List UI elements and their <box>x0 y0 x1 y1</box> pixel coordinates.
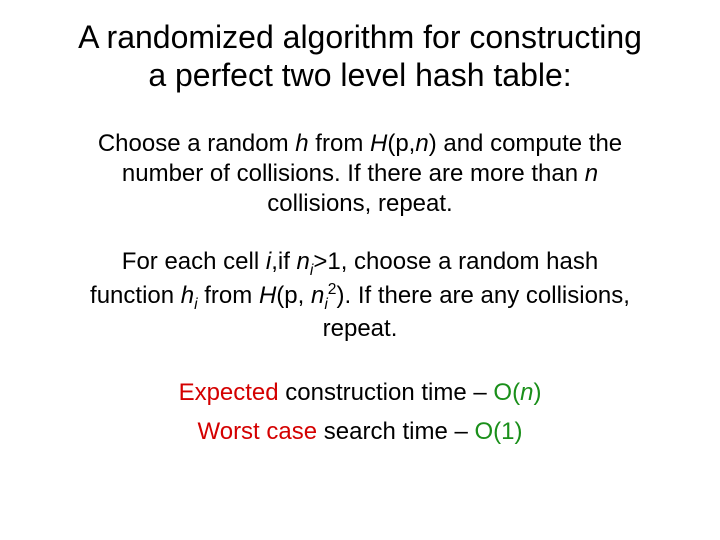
text: (p, <box>276 282 311 309</box>
keyword-worst-case: Worst case <box>198 418 318 445</box>
title-line-2: a perfect two level hash table: <box>148 57 571 93</box>
paragraph-2: For each cell i,if ni>1, choose a random… <box>80 247 640 345</box>
text: if <box>278 248 297 275</box>
text: (p, <box>387 130 415 157</box>
slide-title: A randomized algorithm for constructing … <box>30 18 690 95</box>
big-o: O(n) <box>493 379 541 406</box>
keyword-expected: Expected <box>179 379 279 406</box>
text: collisions, repeat. <box>267 190 452 217</box>
paragraph-1: Choose a random h from H(p,n) and comput… <box>80 129 640 219</box>
var-H: H <box>370 130 387 157</box>
slide: A randomized algorithm for constructing … <box>0 0 720 540</box>
result-line-2: Worst case search time – O(1) <box>30 413 690 451</box>
text: Choose a random <box>98 130 295 157</box>
var-n: n <box>520 379 533 406</box>
text: from <box>198 282 259 309</box>
var-H: H <box>259 282 276 309</box>
text: O( <box>493 379 520 406</box>
text: ). If there are any collisions, repeat. <box>323 282 630 342</box>
var-n: n <box>311 282 324 309</box>
text: , <box>271 248 278 275</box>
text: search time – <box>317 418 474 445</box>
text: construction time – <box>279 379 494 406</box>
var-n: n <box>415 130 428 157</box>
var-h: h <box>181 282 194 309</box>
text: from <box>309 130 370 157</box>
title-line-1: A randomized algorithm for constructing <box>78 19 642 55</box>
big-o: O(1) <box>475 418 523 445</box>
result-line-1: Expected construction time – O(n) <box>30 374 690 412</box>
text: For each cell <box>122 248 266 275</box>
text: ) <box>533 379 541 406</box>
var-n: n <box>585 160 598 187</box>
var-h: h <box>295 130 308 157</box>
subscript-i: i <box>324 296 327 313</box>
var-n: n <box>297 248 310 275</box>
